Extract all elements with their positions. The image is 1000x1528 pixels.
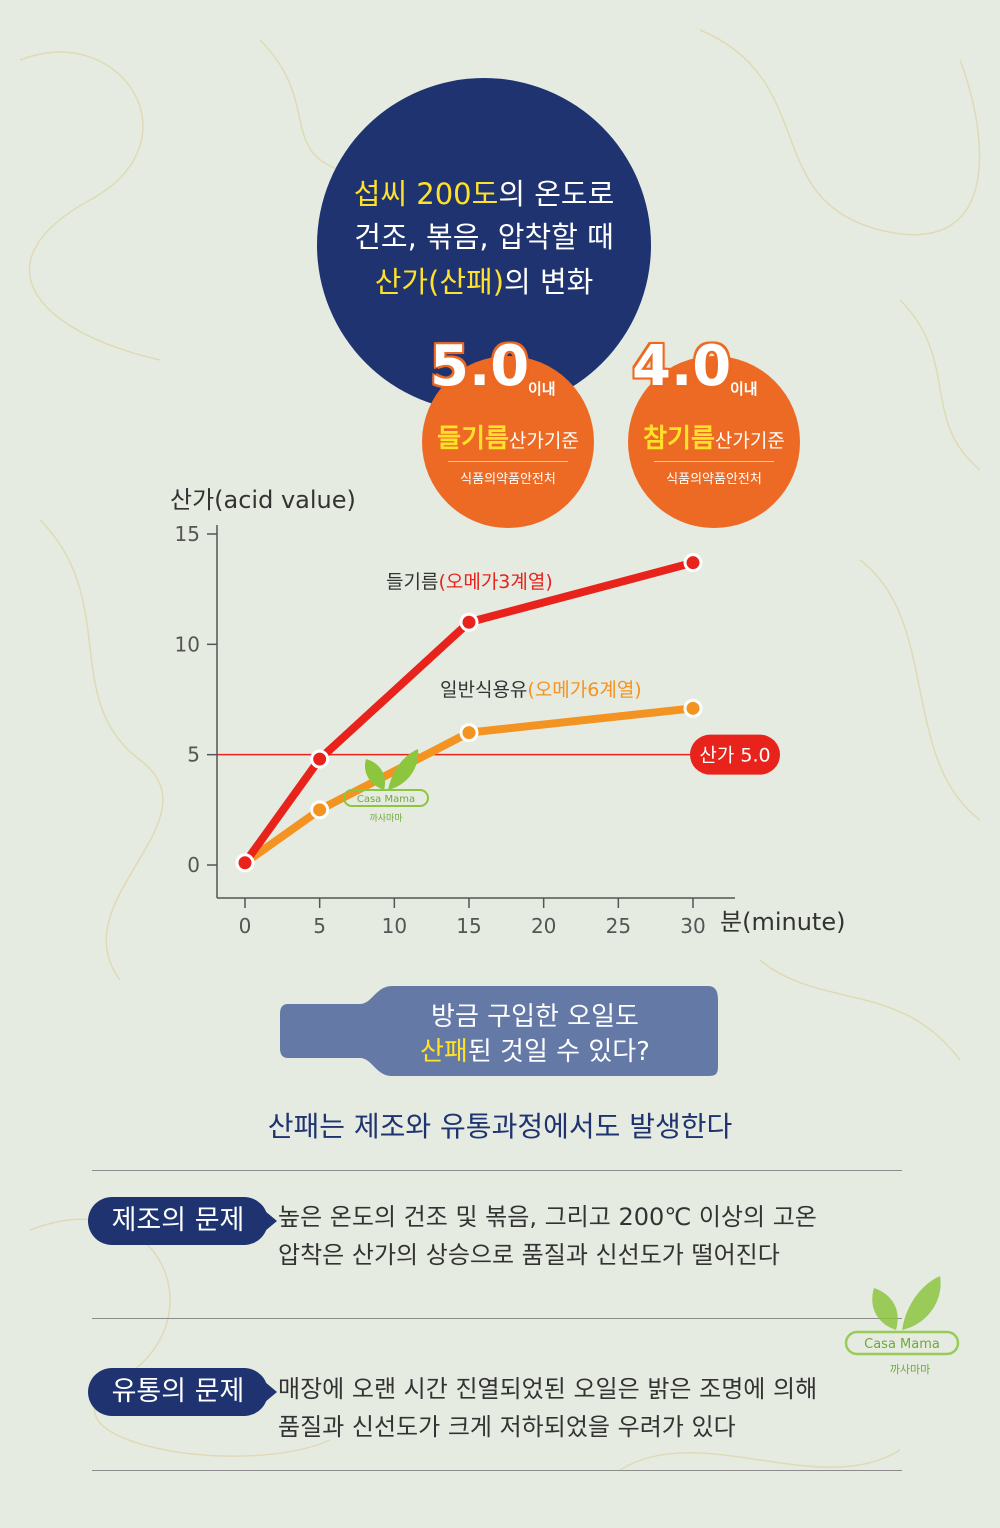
x-tick-label: 10: [382, 914, 407, 938]
logo-sub: 까사마마: [890, 1363, 930, 1376]
y-tick-label: 10: [175, 632, 200, 656]
casa-mama-logo-small: Casa Mama 까사마마: [343, 749, 429, 824]
bottle-line-2: 산패된 것일 수 있다?: [420, 1037, 650, 1067]
badge-suffix: 이내: [730, 380, 758, 398]
series-line-1: [241, 704, 697, 867]
x-tick-label: 15: [456, 914, 481, 938]
y-tick-label: 15: [175, 522, 200, 546]
badge-sesame-standard: 4.0 이내 참기름산가기준 식품의약품안전처: [628, 334, 800, 528]
y-axis-label: 산가(acid value): [170, 486, 356, 514]
badge-perilla-standard: 5.0 이내 들기름산가기준 식품의약품안전처: [422, 334, 594, 528]
problem-desc-distribution: 매장에 오랜 시간 진열되었된 오일은 밝은 조명에 의해 품질과 신선도가 크…: [278, 1375, 818, 1441]
badge-source: 식품의약품안전처: [666, 472, 762, 487]
reference-line-label: 산가 5.0: [699, 745, 770, 767]
section-headline: 산패는 제조와 유통과정에서도 발생한다: [267, 1110, 733, 1143]
badge-source: 식품의약품안전처: [460, 472, 556, 487]
badge-oil-line: 참기름산가기준: [643, 424, 785, 454]
problem-title-distribution: 유통의 문제: [88, 1368, 268, 1416]
badge-divider: [448, 461, 568, 462]
badge-number: 4.0: [632, 334, 732, 399]
y-tick-label: 5: [187, 743, 200, 767]
series-label-1: 일반식용유(오메가6계열): [440, 679, 642, 701]
data-point: [235, 853, 255, 873]
problem-desc-manufacturing: 높은 온도의 건조 및 볶음, 그리고 200℃ 이상의 고온 압착은 산가의 …: [278, 1203, 817, 1269]
x-tick-label: 5: [313, 914, 326, 938]
headline-line-2: 건조, 볶음, 압착할 때: [354, 220, 614, 254]
data-point: [459, 723, 479, 743]
x-tick-label: 30: [680, 914, 705, 938]
problem-title-manufacturing: 제조의 문제: [88, 1197, 268, 1245]
data-point: [459, 612, 479, 632]
headline-circle: 섭씨 200도의 온도로 건조, 볶음, 압착할 때 산가(산패)의 변화: [317, 78, 651, 412]
series-note: (오메가6계열): [527, 679, 641, 701]
badge-number: 5.0: [430, 334, 530, 399]
data-point: [683, 553, 703, 573]
divider: [92, 1470, 902, 1471]
divider: [92, 1170, 902, 1171]
pill-tail: [265, 1382, 277, 1402]
y-tick-label: 0: [187, 853, 200, 877]
x-axis-label: 분(minute): [720, 908, 845, 936]
badge-oil-line: 들기름산가기준: [437, 424, 579, 454]
bottle-line-1: 방금 구입한 오일도: [431, 1002, 639, 1032]
headline-line-3: 산가(산패)의 변화: [374, 265, 594, 299]
oil-bottle-shape: [280, 986, 718, 1076]
series-label-0: 들기름(오메가3계열): [386, 571, 553, 593]
x-tick-label: 20: [531, 914, 556, 938]
series-name: 들기름: [386, 571, 438, 593]
x-tick-label: 25: [606, 914, 631, 938]
data-point: [310, 749, 330, 769]
reference-line-badge: [690, 734, 780, 775]
logo-sub: 까사마마: [369, 813, 403, 824]
headline-line-1: 섭씨 200도의 온도로: [353, 177, 615, 211]
divider: [92, 1318, 902, 1319]
badge-divider: [654, 461, 774, 462]
data-point: [310, 800, 330, 820]
series-note: (오메가3계열): [438, 571, 552, 593]
badge-suffix: 이내: [528, 380, 556, 398]
series-name: 일반식용유: [440, 679, 527, 701]
pill-tail: [265, 1211, 277, 1231]
logo-brand: Casa Mama: [864, 1337, 940, 1352]
logo-brand: Casa Mama: [357, 794, 415, 805]
data-point: [683, 698, 703, 718]
x-tick-label: 0: [239, 914, 252, 938]
acid-value-chart: 산가(acid value) 분(minute) 0 5 10 15 0 5 10 15 20 2…: [170, 486, 845, 938]
series-line-0: [241, 558, 697, 867]
casa-mama-logo-large: Casa Mama 까사마마: [844, 1276, 960, 1376]
